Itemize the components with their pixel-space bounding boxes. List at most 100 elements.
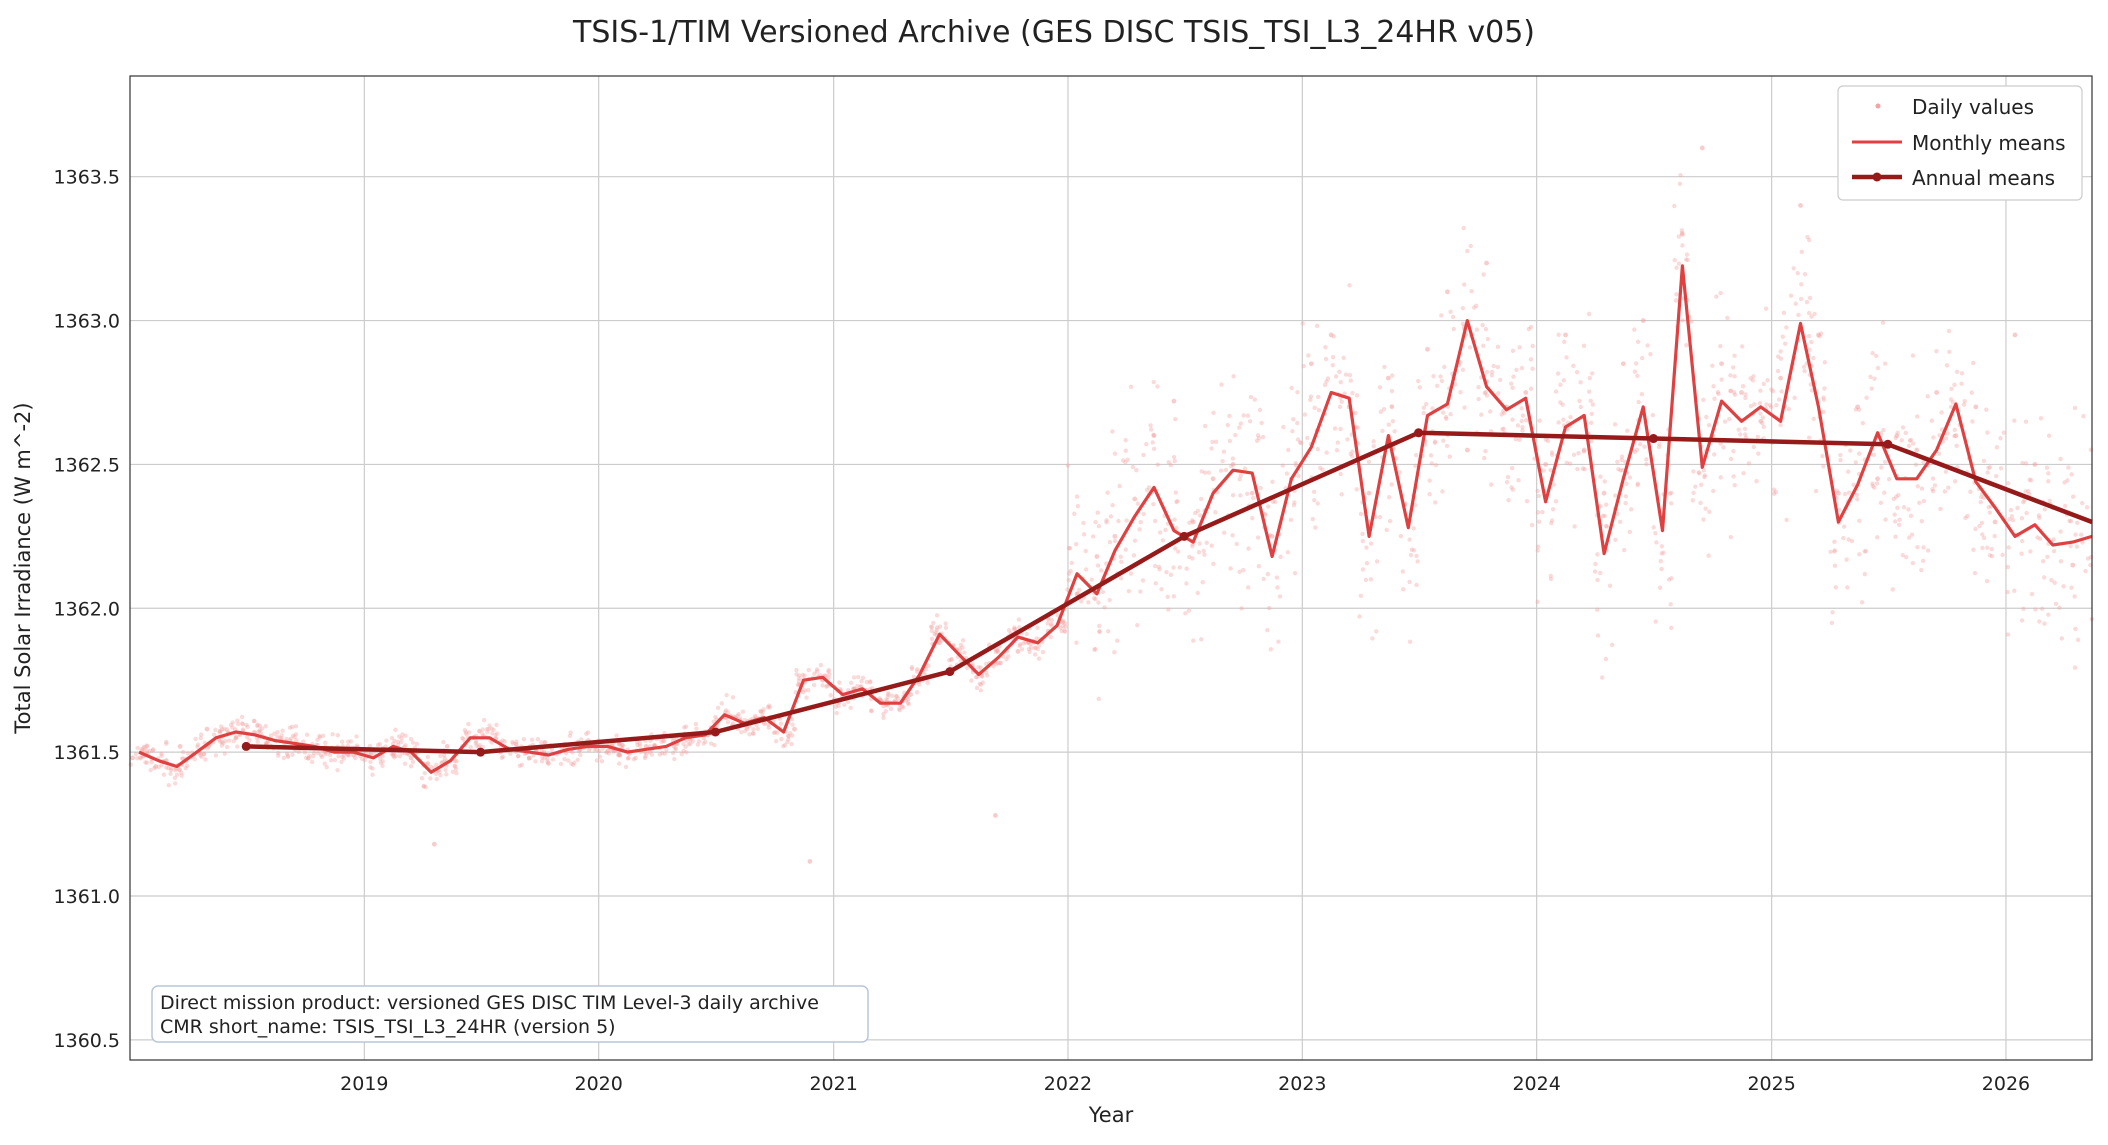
daily-point bbox=[1164, 569, 1169, 575]
daily-point bbox=[889, 693, 895, 699]
daily-point bbox=[1501, 426, 1506, 431]
daily-point bbox=[1623, 494, 1629, 499]
daily-point bbox=[1603, 523, 1609, 529]
daily-point bbox=[464, 731, 469, 737]
daily-point bbox=[1433, 462, 1439, 468]
daily-point bbox=[1841, 535, 1846, 541]
daily-point bbox=[1484, 369, 1490, 375]
daily-point bbox=[1021, 641, 1026, 646]
daily-point bbox=[542, 739, 547, 745]
daily-point bbox=[1174, 525, 1179, 531]
daily-point bbox=[281, 755, 287, 761]
daily-point bbox=[681, 741, 686, 746]
daily-point bbox=[1959, 371, 1965, 376]
daily-point bbox=[1668, 490, 1674, 496]
daily-point bbox=[1187, 520, 1192, 526]
daily-point bbox=[616, 751, 622, 757]
daily-point bbox=[1952, 479, 1958, 484]
daily-point bbox=[1442, 364, 1447, 370]
daily-point bbox=[1163, 527, 1168, 533]
daily-point bbox=[1118, 554, 1123, 559]
daily-point bbox=[1049, 623, 1054, 628]
daily-point bbox=[881, 715, 886, 720]
daily-point bbox=[1237, 569, 1242, 574]
daily-point bbox=[390, 741, 396, 746]
daily-point bbox=[744, 726, 750, 731]
daily-point bbox=[1551, 482, 1557, 487]
daily-point bbox=[1465, 248, 1470, 254]
daily-point bbox=[755, 726, 761, 732]
daily-point bbox=[661, 738, 666, 743]
daily-point bbox=[772, 730, 778, 735]
daily-point bbox=[384, 738, 389, 743]
daily-point bbox=[1460, 367, 1466, 372]
daily-point bbox=[1371, 444, 1376, 449]
daily-point bbox=[468, 745, 473, 750]
daily-point bbox=[1368, 541, 1374, 546]
daily-point bbox=[514, 743, 519, 748]
daily-point bbox=[1313, 525, 1318, 530]
daily-point bbox=[2061, 584, 2066, 589]
daily-point bbox=[1130, 464, 1136, 470]
daily-point bbox=[1540, 509, 1545, 515]
daily-point bbox=[1448, 412, 1453, 417]
daily-point bbox=[1270, 499, 1276, 504]
daily-point bbox=[1846, 490, 1852, 495]
x-axis-label: Year bbox=[1088, 1103, 1134, 1127]
daily-point bbox=[1706, 422, 1712, 428]
daily-point bbox=[1890, 587, 1895, 592]
daily-point bbox=[807, 859, 813, 864]
daily-point bbox=[1096, 600, 1101, 605]
daily-point bbox=[1523, 390, 1529, 395]
daily-point bbox=[1323, 356, 1329, 362]
daily-point bbox=[1701, 397, 1706, 402]
daily-point bbox=[1965, 513, 1970, 519]
daily-point bbox=[1366, 490, 1372, 496]
daily-point bbox=[1389, 482, 1394, 487]
daily-point bbox=[1906, 507, 1911, 512]
daily-point bbox=[1574, 369, 1580, 375]
daily-point bbox=[318, 753, 324, 758]
daily-point bbox=[198, 753, 203, 758]
daily-point bbox=[2072, 405, 2078, 411]
daily-point bbox=[786, 737, 791, 742]
daily-point bbox=[642, 750, 648, 755]
daily-point bbox=[1105, 490, 1110, 495]
daily-point bbox=[826, 675, 831, 681]
daily-point bbox=[1615, 511, 1620, 517]
daily-point bbox=[1094, 554, 1100, 559]
daily-point bbox=[1012, 627, 1017, 632]
daily-point bbox=[1578, 380, 1583, 385]
daily-point bbox=[2029, 591, 2035, 597]
daily-point bbox=[703, 739, 708, 744]
daily-point bbox=[275, 734, 280, 739]
daily-point bbox=[1698, 500, 1703, 506]
daily-point bbox=[1118, 576, 1124, 581]
daily-point bbox=[826, 669, 831, 674]
daily-point bbox=[1374, 629, 1379, 634]
daily-point bbox=[1571, 452, 1577, 458]
daily-point bbox=[1891, 496, 1897, 502]
daily-point bbox=[960, 638, 966, 643]
daily-point bbox=[1479, 412, 1484, 417]
daily-point bbox=[1349, 454, 1355, 459]
daily-point bbox=[256, 729, 261, 734]
daily-point bbox=[370, 772, 375, 777]
daily-point bbox=[1467, 345, 1473, 350]
daily-point bbox=[585, 730, 591, 735]
monthly-means-series bbox=[138, 264, 2093, 774]
daily-point bbox=[1872, 376, 1877, 381]
daily-point bbox=[1882, 459, 1888, 465]
daily-point bbox=[1241, 413, 1246, 418]
daily-point bbox=[1097, 623, 1102, 629]
daily-point bbox=[139, 746, 144, 752]
daily-point bbox=[434, 776, 439, 782]
daily-point bbox=[1060, 620, 1066, 625]
daily-point bbox=[1710, 363, 1715, 368]
daily-point bbox=[533, 759, 538, 764]
daily-point bbox=[1549, 450, 1555, 455]
daily-point bbox=[1199, 637, 1204, 642]
daily-point bbox=[1330, 362, 1335, 368]
daily-point bbox=[164, 765, 169, 770]
daily-point bbox=[1505, 474, 1511, 480]
